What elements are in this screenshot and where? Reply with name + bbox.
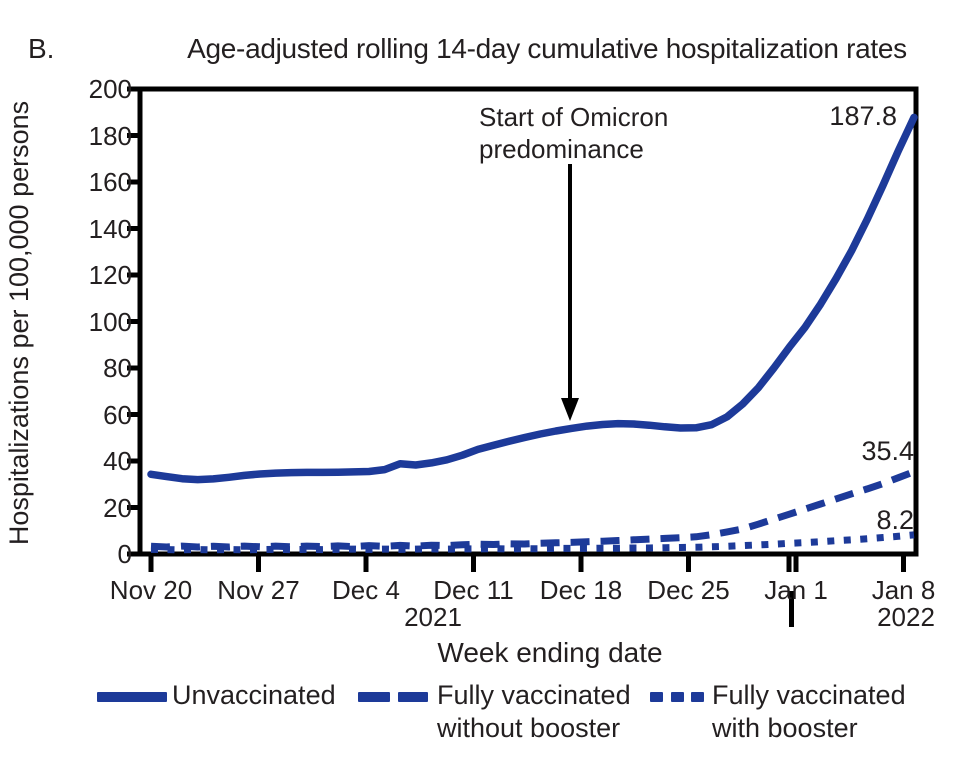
x-tick-label: Jan 1: [764, 575, 828, 605]
legend-swatch-dashed-line: [358, 692, 390, 702]
legend-swatch-dotted-line: [691, 692, 704, 702]
year-divider-tick: [789, 591, 794, 627]
line-unvaccinated: [147, 113, 918, 484]
y-tick-label: 100: [88, 306, 132, 337]
end-label-without-booster: 35.4: [861, 436, 914, 466]
line-fully-vaccinated-without-booster: [150, 468, 916, 551]
y-tick-label: 40: [103, 446, 132, 476]
x-tick-label: Dec 11: [433, 575, 514, 605]
y-tick-label: 20: [103, 492, 132, 523]
y-tick-label: 180: [88, 120, 132, 151]
legend-swatch-dotted-line: [650, 692, 663, 702]
y-tick-label: 160: [88, 167, 132, 197]
legend-label-without-booster-line1: Fully vaccinated: [437, 680, 631, 710]
chart-title: Age-adjusted rolling 14-day cumulative h…: [187, 33, 907, 64]
x-tick-label: Dec 25: [647, 575, 730, 605]
x-tick-label: Nov 20: [109, 575, 193, 605]
annotation-line2: predominance: [479, 134, 644, 164]
year-label-2022: 2022: [877, 602, 935, 632]
legend-label-unvaccinated: Unvaccinated: [172, 680, 336, 710]
legend-swatch-solid-line: [97, 692, 167, 702]
x-tick-label: Dec 18: [539, 575, 623, 605]
year-label-2021: 2021: [404, 602, 462, 632]
y-tick-label: 80: [103, 353, 132, 383]
annotation-omicron: Start of Omicron predominance: [479, 101, 668, 165]
x-tick-label: Nov 27: [217, 575, 300, 605]
annotation-line1: Start of Omicron: [479, 102, 669, 132]
legend-swatch-dashed-line: [398, 692, 428, 702]
y-tick-label: 200: [88, 74, 132, 104]
y-tick-label: 120: [88, 260, 132, 290]
end-label-unvaccinated: 187.8: [829, 101, 897, 131]
x-axis-title: Week ending date: [437, 637, 663, 668]
legend-label-with-booster-line2: with booster: [712, 713, 858, 743]
y-tick-label: 0: [117, 539, 132, 569]
x-tick-label: Dec 4: [332, 575, 400, 605]
y-tick-label: 140: [88, 213, 132, 244]
y-tick-label: 60: [103, 399, 132, 430]
axis-tick-marks: [127, 86, 906, 572]
series-lines: [147, 113, 918, 554]
legend-swatch-dotted-line: [671, 692, 684, 702]
x-tick-label: Jan 8: [871, 575, 936, 605]
line-fully-vaccinated-with-booster: [150, 531, 915, 554]
end-label-with-booster: 8.2: [876, 505, 914, 535]
legend-label-with-booster-line1: Fully vaccinated: [712, 680, 906, 710]
omicron-arrow: [561, 164, 579, 421]
legend-label-without-booster-line2: without booster: [437, 713, 621, 743]
panel-letter: B.: [28, 33, 55, 64]
